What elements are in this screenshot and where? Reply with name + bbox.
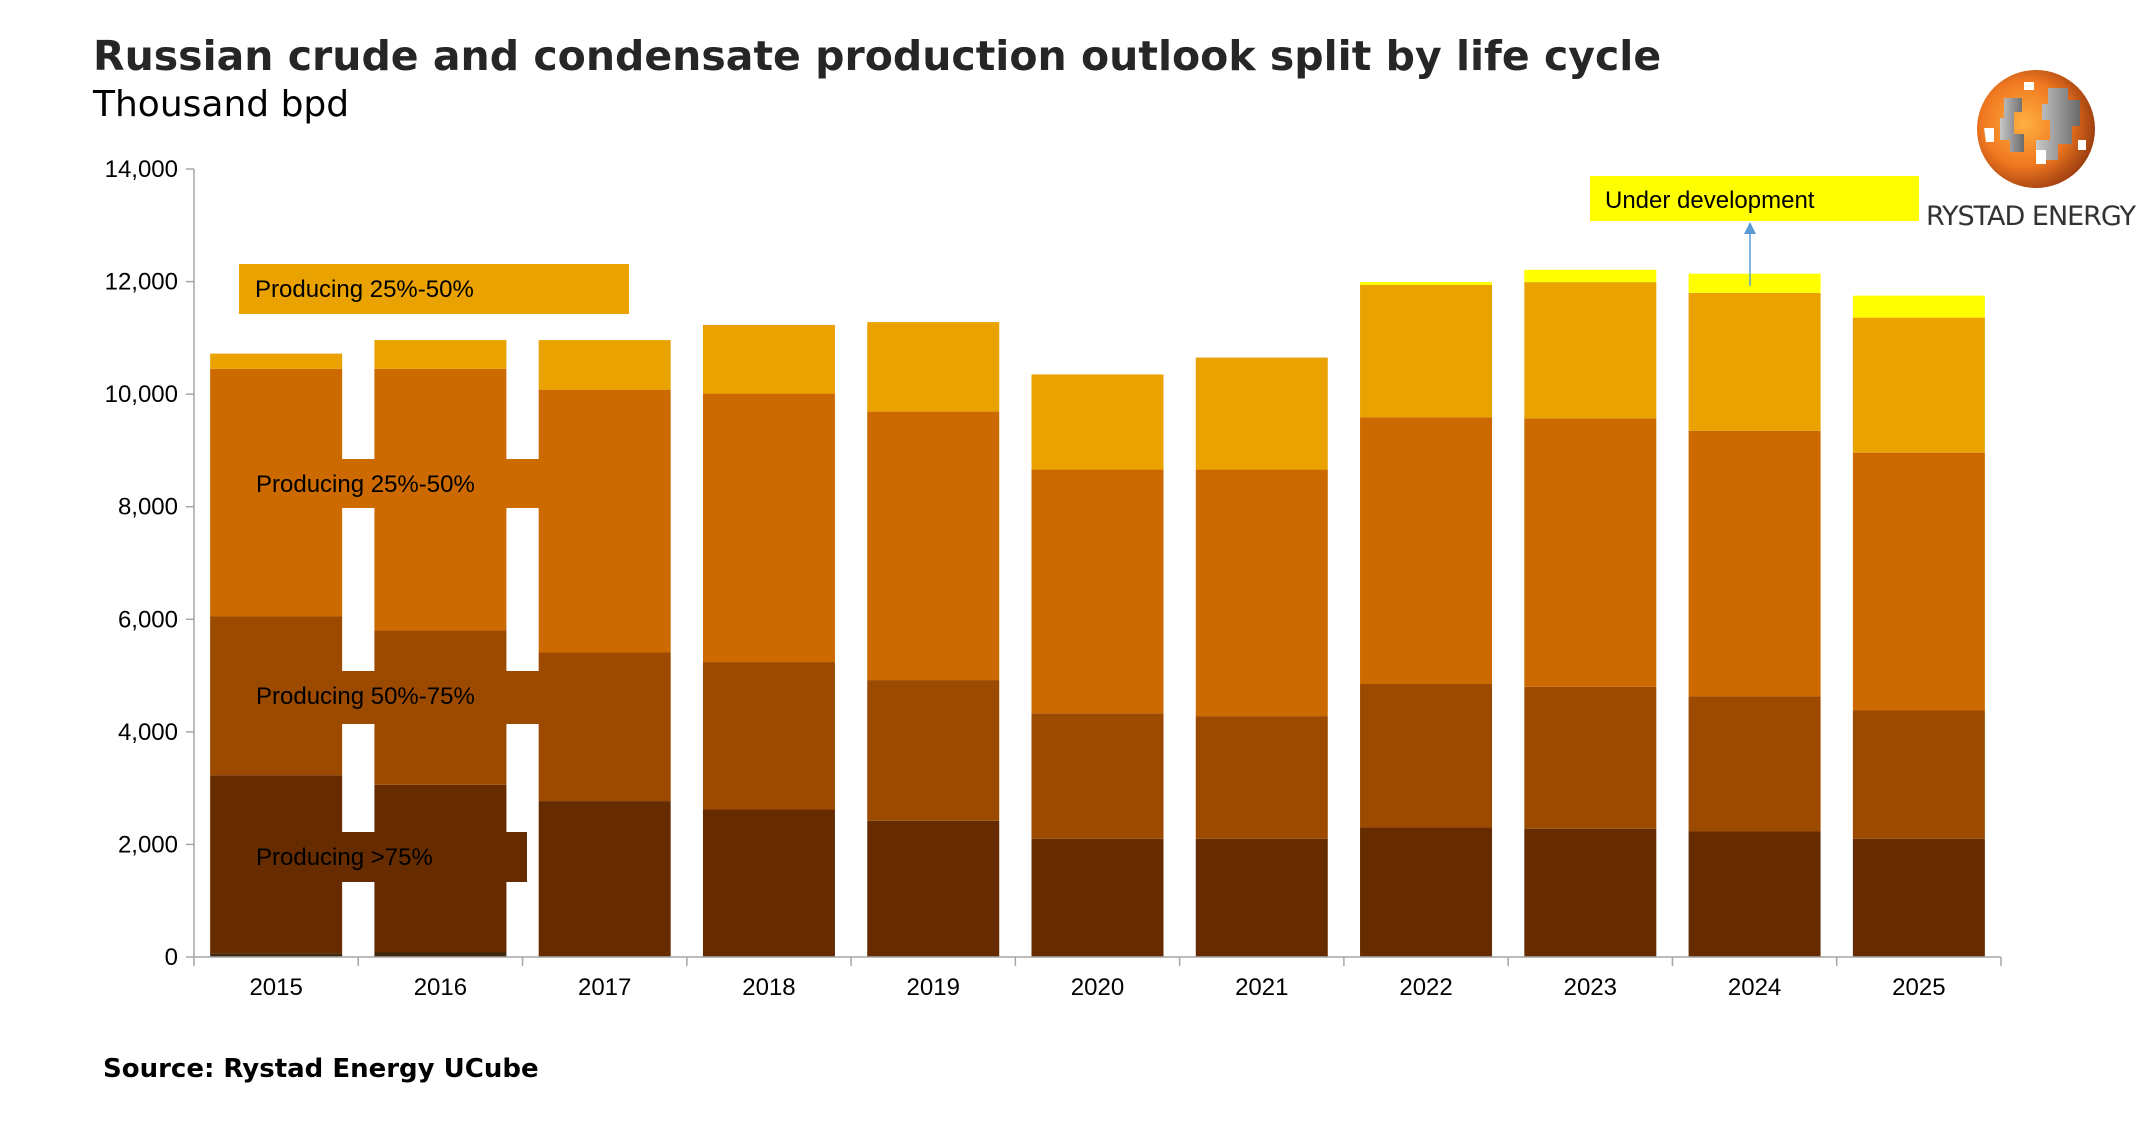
- bar-segment-under-development-2022: [1360, 282, 1493, 285]
- bar-segment-producing-75--2021: [1195, 838, 1328, 957]
- bar-stack-2022: [1360, 282, 1493, 957]
- y-tick-label: 10,000: [105, 381, 178, 408]
- bar-segment-producing-50-75--2021: [1195, 716, 1328, 839]
- x-tick-label: 2020: [1071, 974, 1124, 1001]
- x-tick-label: 2022: [1399, 974, 1452, 1001]
- bar-segment-producing-25-50--2018: [702, 393, 835, 663]
- bar-segment-producing-50-75--2019: [867, 680, 1000, 821]
- x-tick-label: 2019: [907, 974, 960, 1001]
- bar-segment-producing-75--2017: [538, 801, 671, 957]
- y-tick-label: 0: [165, 944, 178, 971]
- y-tick-label: 4,000: [118, 719, 178, 746]
- bar-stack-2017: [538, 340, 671, 957]
- bar-segment-producing-50-75--2025: [1852, 710, 1985, 839]
- annotation-over-75: Producing >75%: [213, 832, 527, 882]
- x-tick-label: 2015: [249, 974, 302, 1001]
- bar-stack-2023: [1524, 269, 1657, 957]
- bar-segment-producing-25-50--2017: [538, 389, 671, 653]
- logo-text: RYSTAD ENERGY: [1926, 201, 2137, 232]
- bar-segment-producing-25-50--2019: [867, 322, 1000, 412]
- annotation-under-development: Under development: [1590, 176, 1919, 286]
- bar-segment-producing-25-50--2024: [1688, 292, 1821, 431]
- bar-segment-producing-50-75--2018: [702, 662, 835, 810]
- x-tick-label: 2016: [414, 974, 467, 1001]
- bars: [210, 269, 1985, 957]
- y-tick-label: 8,000: [118, 494, 178, 521]
- bar-segment-producing-25-50--2019: [867, 411, 1000, 681]
- bar-stack-2018: [702, 324, 835, 957]
- bar-segment-under-development-2024: [1688, 273, 1821, 293]
- bar-segment-producing-75--2019: [867, 820, 1000, 957]
- bar-segment-base-2015: [210, 953, 343, 957]
- bar-segment-producing-75--2020: [1031, 838, 1164, 957]
- bar-stack-2024: [1688, 273, 1821, 957]
- arrow-head-icon: [1744, 222, 1756, 234]
- bar-segment-producing-25-50--2025: [1852, 317, 1985, 453]
- bar-segment-producing-25-50--2021: [1195, 469, 1328, 717]
- x-tick-label: 2024: [1728, 974, 1781, 1001]
- bar-segment-producing-25-50--2024: [1688, 430, 1821, 697]
- y-tick-label: 14,000: [105, 156, 178, 183]
- bar-segment-producing-50-75--2020: [1031, 713, 1164, 839]
- bar-segment-producing-25-50--2015: [210, 353, 343, 369]
- x-ticks: 2015 2016 2017 2018 2019 2020 2021 2022 2023 2024…: [193, 957, 2002, 1001]
- bar-segment-producing-25-50--2018: [702, 324, 835, 394]
- bar-segment-producing-25-50--2023: [1524, 418, 1657, 687]
- chart-subtitle: Thousand bpd: [92, 84, 349, 125]
- bar-segment-producing-50-75--2022: [1360, 684, 1493, 828]
- x-tick-label: 2023: [1564, 974, 1617, 1001]
- bar-segment-producing-25-50--2021: [1195, 357, 1328, 470]
- bar-segment-producing-75--2024: [1688, 831, 1821, 957]
- bar-stack-2019: [867, 322, 1000, 957]
- annotation-top-light: Producing 25%-50%: [239, 264, 629, 314]
- annotation-label: Producing 25%-50%: [255, 276, 474, 303]
- source-note: Source: Rystad Energy UCube: [103, 1054, 539, 1084]
- bar-segment-producing-25-50--2022: [1360, 417, 1493, 685]
- annotation-label: Producing 50%-75%: [256, 683, 475, 710]
- x-tick-label: 2021: [1235, 974, 1288, 1001]
- bar-segment-producing-25-50--2020: [1031, 469, 1164, 714]
- x-tick-label: 2017: [578, 974, 631, 1001]
- annotation-label: Under development: [1605, 187, 1815, 214]
- bar-segment-producing-50-75--2024: [1688, 696, 1821, 832]
- x-tick-label: 2018: [742, 974, 795, 1001]
- bar-segment-producing-25-50--2022: [1360, 284, 1493, 418]
- bar-segment-producing-25-50--2025: [1852, 452, 1985, 711]
- bar-segment-producing-25-50--2017: [538, 340, 671, 390]
- bar-segment-producing-75--2022: [1360, 827, 1493, 957]
- annotation-50-75: Producing 50%-75%: [213, 671, 540, 724]
- bar-segment-base-2016: [374, 952, 507, 957]
- globe-logo-icon: [1977, 70, 2095, 188]
- annotation-label: Producing >75%: [256, 844, 433, 871]
- chart-title: Russian crude and condensate production …: [93, 32, 1661, 80]
- bar-segment-producing-75--2018: [702, 809, 835, 957]
- bar-segment-producing-75--2023: [1524, 828, 1657, 957]
- bar-segment-producing-50-75--2017: [538, 652, 671, 802]
- y-tick-label: 12,000: [105, 269, 178, 296]
- y-tick-label: 2,000: [118, 831, 178, 858]
- bar-stack-2020: [1031, 374, 1164, 957]
- bar-stack-2021: [1195, 357, 1328, 957]
- annotation-mid: Producing 25%-50%: [213, 459, 540, 508]
- bar-stack-2025: [1852, 295, 1985, 957]
- bar-segment-under-development-2025: [1852, 295, 1985, 318]
- bar-segment-under-development-2023: [1524, 269, 1657, 283]
- bar-segment-producing-25-50--2023: [1524, 282, 1657, 419]
- y-tick-label: 6,000: [118, 606, 178, 633]
- bar-segment-producing-25-50--2020: [1031, 374, 1164, 470]
- bar-segment-producing-25-50--2016: [374, 340, 507, 369]
- y-ticks: 0 2,000 4,000 6,000 8,000 10,000 12,000 14,000: [105, 156, 194, 971]
- annotation-label: Producing 25%-50%: [256, 471, 475, 498]
- bar-segment-producing-75--2025: [1852, 838, 1985, 957]
- x-tick-label: 2025: [1892, 974, 1945, 1001]
- bar-segment-producing-50-75--2023: [1524, 686, 1657, 829]
